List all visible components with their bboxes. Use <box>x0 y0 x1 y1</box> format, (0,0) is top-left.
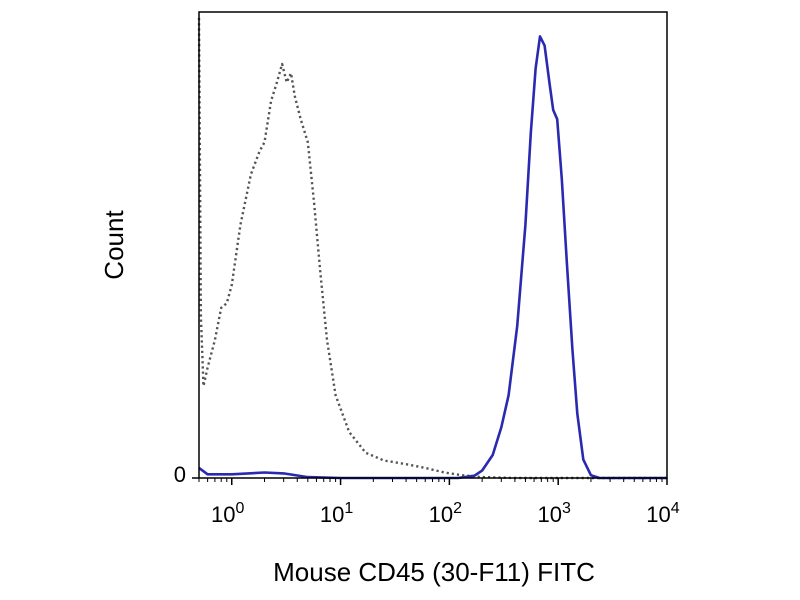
x-tick-label: 102 <box>429 500 462 527</box>
tick-layer: 100 101 102 103 104 0 <box>174 462 680 527</box>
series-line-stained <box>198 35 667 480</box>
y-tick-label: 0 <box>174 462 186 487</box>
series-layer <box>197 17 667 480</box>
x-tick-label: 100 <box>211 500 244 527</box>
plot-frame <box>198 11 668 479</box>
x-axis-label: Mouse CD45 (30-F11) FITC <box>273 557 595 587</box>
x-tick-label: 103 <box>537 500 570 527</box>
x-tick-label: 104 <box>646 500 679 527</box>
series-line-isotype-control <box>197 17 667 480</box>
x-tick-label: 101 <box>320 500 353 527</box>
y-axis-label: Count <box>99 210 129 280</box>
